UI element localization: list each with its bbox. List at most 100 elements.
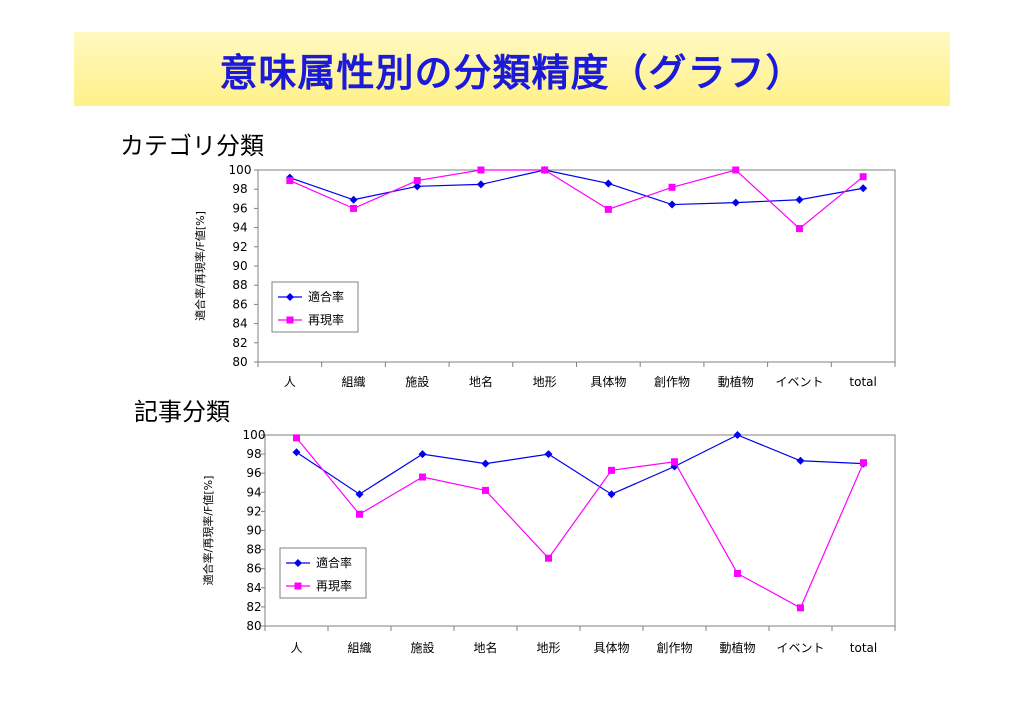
series-line-recall (289, 169, 864, 230)
x-category-label: 組織 (347, 641, 371, 655)
data-point-precision (418, 450, 427, 459)
y-tick-label: 80 (246, 619, 261, 633)
y-tick-label: 88 (246, 543, 261, 557)
legend-label: 適合率 (316, 555, 352, 570)
y-axis-label: 適合率/再現率/F値[%] (193, 211, 207, 321)
x-category-label: 地形 (536, 641, 560, 655)
x-category-label: 施設 (410, 640, 434, 655)
y-tick-label: 100 (229, 163, 252, 177)
y-tick-label: 98 (246, 447, 261, 461)
data-point-recall (734, 569, 741, 577)
data-point-precision (292, 448, 301, 457)
legend-label: 再現率 (316, 578, 352, 593)
data-point-precision (481, 459, 490, 468)
x-category-label: イベント (776, 641, 824, 655)
data-point-recall (293, 434, 300, 442)
data-point-recall (797, 604, 804, 612)
series-line-precision (289, 169, 864, 206)
y-tick-label: 92 (246, 504, 261, 518)
chart-category-classification: 80 82 84 86 88 90 92 94 96 98 100 人 組織 施設 地名 地形 具体物 創作物 動植… (193, 163, 896, 389)
data-point-recall (859, 173, 867, 181)
slide-title: 意味属性別の分類精度（グラフ） (219, 50, 805, 95)
x-category-label: イベント (775, 375, 823, 389)
data-point-recall (541, 166, 549, 174)
data-point-recall (608, 466, 615, 474)
y-tick-label: 82 (232, 336, 247, 350)
title-banner: 意味属性別の分類精度（グラフ） (74, 32, 950, 106)
x-category-label: 地名 (473, 640, 497, 655)
data-point-precision (349, 195, 358, 204)
x-category-label: 創作物 (654, 375, 690, 389)
data-point-precision (604, 179, 613, 188)
chart-article-classification: 80 82 84 86 88 90 92 94 96 98 100 人 組織 施設 地名 地形 具体物 創作物 動植… (201, 428, 896, 655)
y-axis-label: 適合率/再現率/F値[%] (201, 476, 215, 586)
data-point-precision (413, 182, 422, 191)
data-point-recall (350, 204, 358, 212)
data-point-precision (733, 431, 742, 439)
data-point-recall (356, 510, 363, 518)
x-category-label: 動植物 (719, 640, 755, 655)
data-point-recall (860, 459, 867, 467)
y-tick-label: 82 (246, 600, 261, 614)
data-point-recall (482, 486, 489, 494)
x-category-label: 動植物 (718, 374, 754, 389)
y-tick-label: 92 (232, 240, 247, 254)
legend-box (271, 281, 359, 333)
data-point-precision (607, 490, 616, 499)
y-tick-label: 88 (232, 278, 247, 292)
legend-label: 適合率 (308, 289, 344, 304)
data-point-recall (795, 225, 803, 233)
y-tick-label: 98 (232, 182, 247, 196)
y-tick-label: 94 (246, 485, 261, 499)
legend-marker-square (286, 316, 294, 324)
legend-marker-diamond (294, 559, 302, 567)
legend-box (279, 547, 367, 599)
section-heading-article: 記事分類 (134, 398, 230, 426)
y-tick-label: 96 (232, 201, 247, 215)
data-point-precision (668, 200, 677, 209)
data-point-recall (671, 458, 678, 466)
data-point-precision (859, 184, 868, 193)
y-tick-label: 96 (246, 466, 261, 480)
data-point-precision (355, 490, 364, 499)
x-category-label: 創作物 (656, 641, 692, 655)
y-tick-label: 84 (246, 581, 261, 595)
x-category-label: 地名 (469, 374, 493, 389)
data-point-precision (544, 450, 553, 459)
y-tick-label: 86 (246, 562, 261, 576)
data-point-recall (668, 183, 676, 191)
data-point-precision (796, 456, 805, 465)
y-tick-label: 90 (232, 259, 247, 273)
x-category-label: 組織 (342, 375, 366, 389)
x-category-label: 施設 (405, 374, 429, 389)
x-category-label: 具体物 (593, 641, 629, 655)
data-point-recall (413, 177, 421, 185)
data-point-recall (286, 177, 294, 185)
x-category-label: 具体物 (590, 375, 626, 389)
legend-label: 再現率 (308, 312, 344, 327)
y-tick-label: 90 (246, 524, 261, 538)
x-category-label: 人 (290, 641, 302, 655)
series-line-precision (296, 434, 864, 495)
y-tick-label: 86 (232, 297, 247, 311)
y-tick-label: 80 (232, 355, 247, 369)
data-point-recall (732, 166, 740, 174)
x-category-label: 地形 (533, 375, 557, 389)
y-tick-label: 84 (232, 317, 247, 331)
legend-marker-diamond (286, 293, 294, 301)
series-line-recall (296, 437, 865, 609)
data-point-precision (476, 180, 485, 189)
data-point-recall (604, 205, 612, 213)
data-point-recall (477, 166, 485, 174)
x-category-label: total (849, 375, 876, 389)
data-point-recall (545, 554, 552, 562)
section-heading-category: カテゴリ分類 (120, 132, 264, 160)
x-category-label: total (850, 641, 877, 655)
y-tick-label: 100 (243, 428, 266, 442)
data-point-precision (731, 198, 740, 207)
y-tick-label: 94 (232, 221, 247, 235)
data-point-recall (419, 473, 426, 481)
legend-marker-square (294, 582, 302, 590)
